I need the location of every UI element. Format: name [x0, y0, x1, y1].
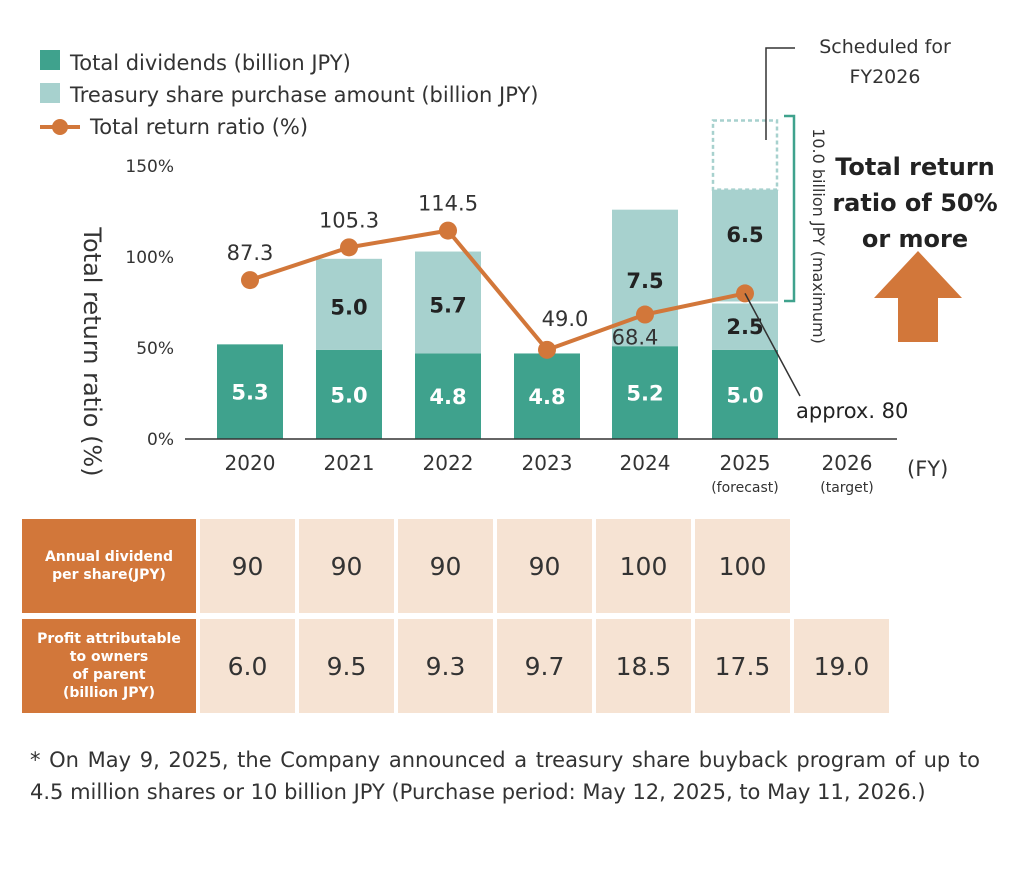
ratio-point [241, 271, 259, 290]
scheduled-label-line1: Scheduled for [819, 36, 951, 58]
legend-label-dividends: Total dividends (billion JPY) [69, 51, 351, 75]
table-cell: 90 [497, 519, 592, 613]
table-cell: 6.0 [200, 619, 295, 713]
x-tick-label: 2026 [822, 451, 873, 475]
table-cell: 9.7 [497, 619, 592, 713]
return-ratio-line: 87.3 105.3 114.5 49.0 68.4 approx. 80 [227, 192, 909, 423]
table-cell: 9.3 [398, 619, 493, 713]
ratio-value-label: 114.5 [418, 192, 478, 216]
bracket-label: 10.0 billion JPY (maximum) [809, 128, 828, 344]
buyback-bracket [784, 114, 796, 303]
table-row-header: Profit attributable to owners of parent … [22, 619, 196, 713]
ratio-value-label: 87.3 [227, 241, 274, 265]
y-tick-label: 150% [125, 157, 174, 177]
approx-leader-line [744, 293, 801, 397]
up-arrow-icon [874, 251, 962, 342]
table-cell: 100 [596, 519, 691, 613]
table-cell: 19.0 [794, 619, 889, 713]
ratio-value-label-2025: approx. 80 [796, 399, 908, 423]
table-cell: 9.5 [299, 619, 394, 713]
bar-label-dividends: 5.2 [626, 382, 663, 406]
bar-dividends [514, 353, 580, 439]
bar-buyback [712, 189, 778, 350]
table-cell: 90 [200, 519, 295, 613]
ratio-point [636, 305, 654, 324]
ratio-value-label: 49.0 [542, 307, 589, 331]
x-tick-label: 2023 [522, 451, 573, 475]
chart: Total dividends (billion JPY) Treasury sh… [40, 36, 998, 496]
table-cell: 17.5 [695, 619, 790, 713]
bar-dividends [415, 353, 481, 439]
bar-label-dividends: 4.8 [429, 385, 466, 409]
ratio-value-label: 68.4 [612, 326, 659, 350]
legend-label-ratio: Total return ratio (%) [89, 115, 308, 139]
table-row-header: Annual dividend per share(JPY) [22, 519, 196, 613]
y-tick-label: 0% [147, 430, 174, 450]
legend-swatch-buyback [40, 83, 60, 103]
y-axis-label: Total return ratio (%) [78, 226, 106, 476]
bar-buyback [415, 251, 481, 354]
annotations: Scheduled for FY2026 10.0 billion JPY (max… [765, 36, 998, 344]
x-axis-unit: (FY) [907, 457, 948, 481]
bar-label-buyback: 5.7 [429, 294, 466, 318]
bar-buyback [316, 258, 382, 350]
legend: Total dividends (billion JPY) Treasury sh… [40, 50, 538, 139]
ratio-line [249, 228, 746, 352]
table-cell: 18.5 [596, 619, 691, 713]
data-table: Annual dividend per share(JPY) 90 90 90 90 10… [22, 519, 902, 713]
footnote: * On May 9, 2025, the Company announced … [30, 748, 980, 804]
bar-label-dividends: 4.8 [528, 385, 565, 409]
scheduled-fy2026-box [711, 119, 779, 191]
legend-swatch-dividends [40, 50, 60, 70]
y-tick-label: 100% [125, 248, 174, 268]
target-label: ratio of 50% [832, 189, 997, 217]
x-tick-label: 2020 [225, 451, 276, 475]
target-label: or more [862, 225, 968, 253]
x-tick-sublabel: (forecast) [711, 480, 779, 496]
bar-label-dividends: 5.0 [726, 383, 763, 407]
y-axis: 0% 50% 100% 150% Total return ratio (%) [78, 157, 174, 477]
x-tick-sublabel: (target) [820, 480, 874, 496]
x-axis: 2020 2021 2022 2023 2024 2025 (forecast) 2026 (t… [185, 438, 948, 496]
bar-dividends [316, 349, 382, 439]
x-tick-label: 2021 [324, 451, 375, 475]
legend-label-buyback: Treasury share purchase amount (billion … [69, 83, 538, 107]
table-cell: 100 [695, 519, 790, 613]
bar-dividends [712, 349, 778, 439]
bar-label-dividends: 5.3 [231, 381, 268, 405]
x-tick-label: 2022 [423, 451, 474, 475]
scheduled-leader-line [765, 47, 795, 140]
bar-label-buyback: 7.5 [626, 269, 663, 293]
bar-dividends [612, 346, 678, 439]
x-tick-label: 2024 [620, 451, 671, 475]
bars: 5.3 5.0 5.0 4.8 5.7 4.8 5.2 7.5 5.0 2.5 6.5 [217, 119, 779, 439]
scheduled-label-line2: FY2026 [850, 66, 921, 88]
bar-label-buyback: 5.0 [330, 295, 367, 319]
ratio-point [538, 340, 556, 359]
x-tick-label: 2025 [720, 451, 771, 475]
table-cell: 90 [299, 519, 394, 613]
table-cell: 90 [398, 519, 493, 613]
bar-dividends [217, 344, 283, 439]
y-tick-label: 50% [136, 339, 174, 359]
ratio-point [439, 221, 457, 240]
bar-label-buyback-segment: 6.5 [726, 223, 763, 247]
target-label: Total return [835, 153, 995, 181]
legend-marker-ratio [52, 119, 68, 135]
ratio-point [340, 238, 358, 257]
ratio-value-label: 105.3 [319, 208, 379, 232]
bar-label-buyback-segment: 2.5 [726, 315, 763, 339]
bar-label-dividends: 5.0 [330, 383, 367, 407]
